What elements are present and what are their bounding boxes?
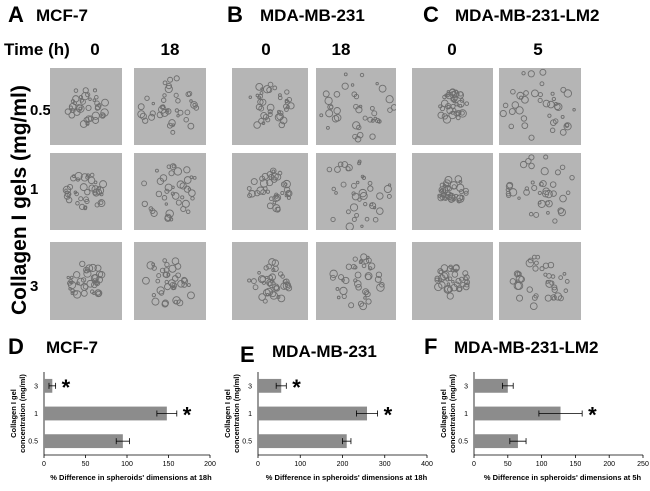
panel-letter-a: A bbox=[8, 2, 24, 27]
bar-d-1 bbox=[44, 406, 167, 421]
y-axis-label-d: Collagen I gel concentration (mg/ml) bbox=[9, 374, 27, 453]
x-tick-label-e-2: 200 bbox=[337, 461, 349, 468]
panel-title-c: MDA-MB-231-LM2 bbox=[455, 6, 600, 25]
micrograph-r1-c3 bbox=[316, 153, 396, 230]
micrograph-r1-c4 bbox=[412, 153, 493, 230]
y-tick-label-f-0.5: 0.5 bbox=[458, 439, 468, 446]
time-c-1: 5 bbox=[533, 40, 543, 59]
micrograph-r0-c4 bbox=[412, 68, 493, 145]
bar-chart-d: 0 50 100 150 200 0.5 1 * 3 * % Difference in spher… bbox=[9, 372, 216, 482]
time-a-1: 18 bbox=[160, 40, 180, 59]
y-tick-label-e-3: 3 bbox=[248, 383, 252, 390]
conc-label-1: 1 bbox=[30, 181, 39, 198]
x-tick-label-f-3: 150 bbox=[570, 461, 582, 468]
significance-marker-e-3: * bbox=[292, 375, 301, 400]
y-axis-label-f: Collagen I gel concentration (mg/ml) bbox=[439, 374, 457, 453]
significance-marker-e-1: * bbox=[384, 403, 393, 428]
panel-letter-c: C bbox=[423, 2, 439, 27]
y-tick-label-f-1: 1 bbox=[464, 411, 468, 418]
micrograph-r0-c1 bbox=[134, 68, 206, 145]
x-tick-label-d-0: 0 bbox=[42, 461, 46, 468]
x-axis-label-e: % Difference in spheroids' dimensions at… bbox=[266, 473, 428, 482]
micrograph-r2-c5 bbox=[499, 242, 581, 320]
y-axis-label-e: Collagen I gel concentration (mg/ml) bbox=[223, 374, 241, 453]
micrograph-r2-c0 bbox=[50, 242, 122, 320]
micrograph-r2-c4 bbox=[412, 242, 493, 320]
svg-text:Collagen I gel: Collagen I gel bbox=[223, 389, 232, 438]
significance-marker-d-3: * bbox=[62, 375, 71, 400]
micrograph-r0-c2 bbox=[232, 68, 308, 145]
svg-text:concentration (mg/ml): concentration (mg/ml) bbox=[232, 374, 241, 453]
panel-letter-f: F bbox=[424, 334, 438, 359]
bar-e-1 bbox=[258, 406, 368, 421]
panel-title-e: MDA-MB-231 bbox=[272, 342, 377, 361]
conc-label-2: 3 bbox=[30, 278, 39, 295]
micrograph-r2-c3 bbox=[316, 242, 396, 320]
panel-title-b: MDA-MB-231 bbox=[260, 6, 365, 25]
x-tick-label-f-2: 100 bbox=[536, 461, 548, 468]
panel-letter-b: B bbox=[227, 2, 243, 27]
micrograph-r0-c0 bbox=[50, 68, 122, 145]
micrograph-r1-c2 bbox=[232, 153, 308, 230]
panel-letter-e: E bbox=[240, 342, 255, 367]
y-tick-label-d-3: 3 bbox=[34, 383, 38, 390]
panel-title-a: MCF-7 bbox=[36, 6, 88, 25]
x-tick-label-d-2: 100 bbox=[121, 461, 133, 468]
y-tick-label-d-1: 1 bbox=[34, 411, 38, 418]
y-tick-label-f-3: 3 bbox=[464, 383, 468, 390]
bar-d-3 bbox=[44, 378, 53, 393]
panel-title-d: MCF-7 bbox=[46, 338, 98, 357]
x-tick-label-f-1: 50 bbox=[504, 461, 512, 468]
micrograph-r1-c0 bbox=[50, 153, 122, 230]
svg-text:Collagen I gel: Collagen I gel bbox=[439, 389, 448, 438]
x-tick-label-e-0: 0 bbox=[256, 461, 260, 468]
time-c-0: 0 bbox=[447, 40, 457, 59]
micrograph-r0-c5 bbox=[499, 68, 581, 145]
time-b-0: 0 bbox=[261, 40, 271, 59]
bar-e-0.5 bbox=[258, 434, 347, 449]
bar-f-0.5 bbox=[474, 434, 518, 449]
bar-f-3 bbox=[474, 378, 508, 393]
bar-f-1 bbox=[474, 406, 561, 421]
micrograph-r1-c5 bbox=[499, 153, 581, 230]
x-tick-label-d-1: 50 bbox=[82, 461, 90, 468]
svg-text:concentration (mg/ml): concentration (mg/ml) bbox=[18, 374, 27, 453]
y-tick-label-d-0.5: 0.5 bbox=[28, 439, 38, 446]
micrograph-r0-c3 bbox=[316, 68, 396, 145]
panel-letter-d: D bbox=[8, 334, 24, 359]
time-a-0: 0 bbox=[90, 40, 100, 59]
x-tick-label-f-4: 200 bbox=[603, 461, 615, 468]
y-tick-label-e-0.5: 0.5 bbox=[242, 439, 252, 446]
micrograph-r2-c2 bbox=[232, 242, 308, 320]
svg-text:concentration (mg/ml): concentration (mg/ml) bbox=[448, 374, 457, 453]
bar-chart-f: 0 50 100 150 200 250 0.5 1 * 3 % Difference in sph… bbox=[439, 372, 649, 482]
x-tick-label-d-4: 200 bbox=[204, 461, 216, 468]
x-axis-label-f: % Difference in spheroids' dimensions at… bbox=[484, 473, 642, 482]
x-tick-label-f-5: 250 bbox=[637, 461, 649, 468]
bar-e-3 bbox=[258, 378, 282, 393]
x-axis-label-d: % Difference in spheroids' dimensions at… bbox=[50, 473, 212, 482]
time-b-1: 18 bbox=[331, 40, 351, 59]
bar-chart-e: 0 100 200 300 400 0.5 1 * 3 * % Difference in sphe… bbox=[223, 372, 433, 482]
x-tick-label-f-0: 0 bbox=[472, 461, 476, 468]
x-tick-label-d-3: 150 bbox=[163, 461, 175, 468]
micrograph-r2-c1 bbox=[134, 242, 206, 320]
x-tick-label-e-3: 300 bbox=[379, 461, 391, 468]
micrograph-r1-c1 bbox=[134, 153, 206, 230]
significance-marker-f-1: * bbox=[588, 403, 597, 428]
x-tick-label-e-4: 400 bbox=[421, 461, 433, 468]
time-label: Time (h) bbox=[4, 40, 70, 59]
y-tick-label-e-1: 1 bbox=[248, 411, 252, 418]
conc-label-0: 0.5 bbox=[30, 102, 51, 119]
x-tick-label-e-1: 100 bbox=[294, 461, 306, 468]
bar-d-0.5 bbox=[44, 434, 123, 449]
svg-text:Collagen I gel: Collagen I gel bbox=[9, 389, 18, 438]
significance-marker-d-1: * bbox=[183, 403, 192, 428]
panel-title-f: MDA-MB-231-LM2 bbox=[454, 338, 599, 357]
